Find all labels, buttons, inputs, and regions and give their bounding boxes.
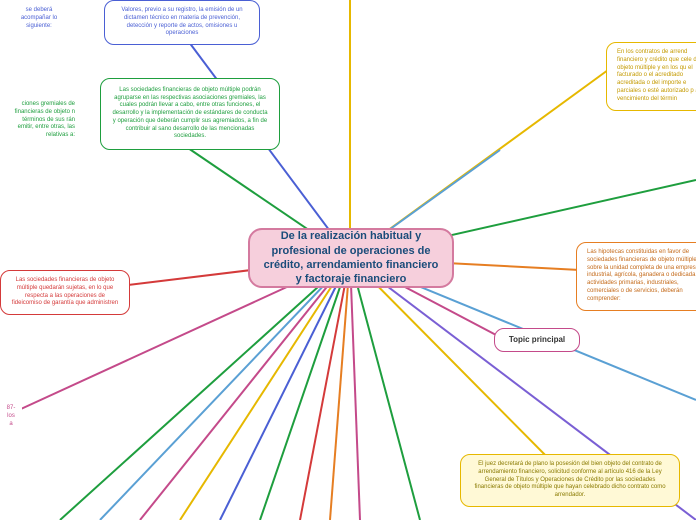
node-label: En los contratos de arrend financiero y … bbox=[617, 49, 696, 104]
mindmap-node-8[interactable]: Topic principal bbox=[494, 328, 580, 352]
node-label: Topic principal bbox=[509, 335, 565, 345]
mindmap-node-5[interactable]: 87- los a bbox=[0, 398, 22, 435]
mindmap-node-9[interactable]: El juez decretará de plano la posesión d… bbox=[460, 454, 680, 507]
node-label: se deberá acompañar lo siguiente: bbox=[11, 7, 67, 30]
mindmap-node-3[interactable]: ciones gremiales de financieras de objet… bbox=[0, 94, 86, 147]
mindmap-node-0[interactable]: Valores, previo a su registro, la emisió… bbox=[104, 0, 260, 45]
central-node[interactable]: De la realización habitual y profesional… bbox=[248, 228, 454, 288]
mindmap-node-7[interactable]: Las hipotecas constituidas en favor de s… bbox=[576, 242, 696, 311]
mindmap-node-2[interactable]: Las sociedades financieras de objeto múl… bbox=[100, 78, 280, 150]
mindmap-node-4[interactable]: Las sociedades financieras de objeto múl… bbox=[0, 270, 130, 315]
mindmap-node-1[interactable]: se deberá acompañar lo siguiente: bbox=[0, 0, 78, 37]
node-label: Las sociedades financieras de objeto múl… bbox=[11, 277, 119, 308]
node-label: Valores, previo a su registro, la emisió… bbox=[115, 7, 249, 38]
node-label: Las sociedades financieras de objeto múl… bbox=[111, 87, 269, 142]
node-label: 87- los a bbox=[7, 405, 16, 428]
node-label: ciones gremiales de financieras de objet… bbox=[11, 101, 75, 140]
mindmap-node-6[interactable]: En los contratos de arrend financiero y … bbox=[606, 42, 696, 111]
central-label: De la realización habitual y profesional… bbox=[260, 229, 442, 286]
node-label: Las hipotecas constituidas en favor de s… bbox=[587, 249, 696, 304]
node-label: El juez decretará de plano la posesión d… bbox=[471, 461, 669, 500]
